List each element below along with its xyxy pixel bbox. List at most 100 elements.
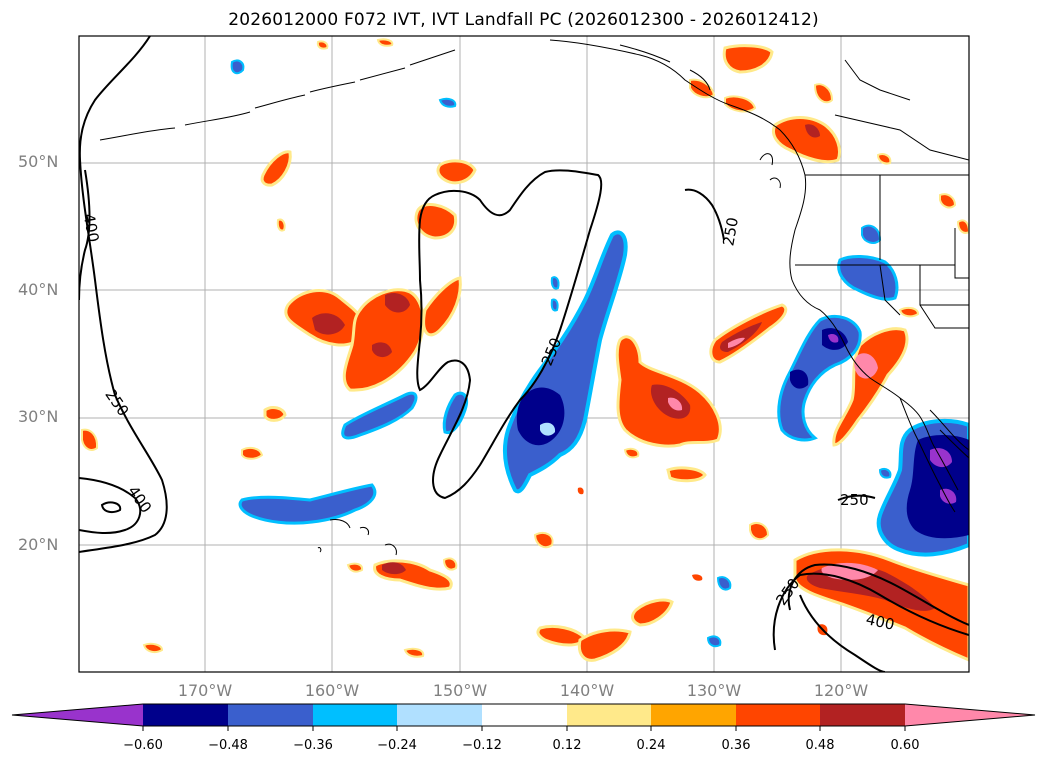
ivt-blob xyxy=(316,40,329,50)
colorbar-tick-label: 0.60 xyxy=(890,738,920,753)
ivt-blob xyxy=(372,342,392,358)
ivt-blob xyxy=(790,369,809,389)
negative-pc-regions xyxy=(230,59,969,648)
ivt-blob xyxy=(81,428,99,451)
ivt-blob xyxy=(263,406,287,422)
ivt-blob xyxy=(716,576,732,591)
colorbar-tick-label: 0.48 xyxy=(805,738,835,753)
lat-label: 50°N xyxy=(18,152,59,171)
ivt-blob xyxy=(749,522,770,541)
colorbar-cell xyxy=(397,704,482,726)
lon-label: 160°W xyxy=(304,681,360,700)
ivt-blob xyxy=(623,447,640,459)
lon-label: 130°W xyxy=(686,681,742,700)
ivt-blob xyxy=(276,218,286,232)
ivt-blob xyxy=(312,313,345,335)
ivt-blob xyxy=(540,422,556,436)
coastlines xyxy=(99,39,969,556)
colorbar-cell xyxy=(651,704,736,726)
colorbar-tick-label: −0.60 xyxy=(123,738,163,753)
colorbar xyxy=(11,703,1036,731)
ivt-blob xyxy=(878,467,892,479)
colorbar-extend-high xyxy=(905,704,1035,726)
ivt-blob xyxy=(385,293,410,313)
ivt-blob xyxy=(772,116,841,164)
colorbar-cell xyxy=(482,704,567,726)
ivt-blob xyxy=(260,150,292,187)
ivt-blob xyxy=(230,59,245,75)
ivt-blob xyxy=(382,562,406,575)
colorbar-tick-label: −0.36 xyxy=(293,738,333,753)
lon-label: 150°W xyxy=(432,681,488,700)
positive-pc-regions xyxy=(81,38,969,662)
map-frame xyxy=(78,35,970,673)
ivt-blob xyxy=(828,333,839,343)
colorbar-tick-label: 0.12 xyxy=(552,738,582,753)
ivt-blob xyxy=(241,446,264,460)
colorbar-tick-label: −0.24 xyxy=(377,738,417,753)
colorbar-tick-label: −0.12 xyxy=(462,738,502,753)
colorbar-cell xyxy=(820,704,905,726)
colorbar-cell xyxy=(567,704,651,726)
ivt-blob xyxy=(550,298,559,312)
lon-label: 140°W xyxy=(559,681,615,700)
colorbar-cell xyxy=(228,704,313,726)
ivt-blob xyxy=(442,557,458,571)
ivt-blob xyxy=(813,83,834,104)
ivt-blob xyxy=(577,628,632,662)
lon-label: 120°W xyxy=(813,681,869,700)
contour-label: 250 xyxy=(719,216,742,247)
ivt-blob xyxy=(724,95,757,113)
map-title: 2026012000 F072 IVT, IVT Landfall PC (20… xyxy=(228,10,819,30)
contour-label: 250 xyxy=(840,491,869,509)
lat-label: 20°N xyxy=(18,535,59,554)
ivt-blob xyxy=(442,391,469,435)
ivt-blob xyxy=(898,306,920,318)
contour-label: 400 xyxy=(864,610,896,634)
ivt-blob xyxy=(666,466,707,483)
ivt-contours xyxy=(79,36,969,672)
ivt-blob xyxy=(689,78,716,99)
ivt-blob xyxy=(956,219,969,234)
ivt-blob xyxy=(854,353,878,379)
ivt-blob xyxy=(422,276,462,337)
colorbar-cell xyxy=(143,704,228,726)
ivt-blob xyxy=(550,276,560,290)
ivt-blob xyxy=(706,635,722,648)
ivt-blob xyxy=(805,124,820,138)
ivt-blob xyxy=(533,532,554,549)
contour-label: 400 xyxy=(80,212,103,243)
ivt-blob xyxy=(346,562,364,573)
colorbar-tick-label: 0.24 xyxy=(636,738,666,753)
colorbar-extend-low xyxy=(12,704,143,726)
ivt-blob xyxy=(876,153,892,165)
ivt-blob xyxy=(142,642,164,654)
ivt-blob xyxy=(403,647,425,658)
colorbar-tick-label: 0.36 xyxy=(721,738,751,753)
ivt-blob xyxy=(438,97,457,108)
ivt-blob xyxy=(577,487,584,495)
ivt-blob xyxy=(722,44,774,74)
ivt-blob xyxy=(906,435,969,539)
ivt-blob xyxy=(536,624,587,647)
colorbar-cell xyxy=(736,704,820,726)
ivt-blob xyxy=(436,159,477,185)
ivt-blob xyxy=(692,574,703,581)
ivt-blob xyxy=(238,483,377,525)
colorbar-tick-label: −0.48 xyxy=(208,738,248,753)
lat-label: 40°N xyxy=(18,280,59,299)
gridlines xyxy=(79,36,969,672)
colorbar-cell xyxy=(313,704,397,726)
ivt-blob xyxy=(832,327,909,447)
ivt-blob xyxy=(837,255,899,301)
ivt-blob xyxy=(341,391,418,440)
ivt-blob xyxy=(939,193,957,209)
ivt-blob xyxy=(631,598,674,627)
lon-label: 170°W xyxy=(177,681,233,700)
ivt-blob xyxy=(342,288,425,392)
ivt-blob xyxy=(668,397,683,411)
lat-label: 30°N xyxy=(18,407,59,426)
ivt-blob xyxy=(728,337,745,348)
ivt-blob xyxy=(376,38,394,47)
